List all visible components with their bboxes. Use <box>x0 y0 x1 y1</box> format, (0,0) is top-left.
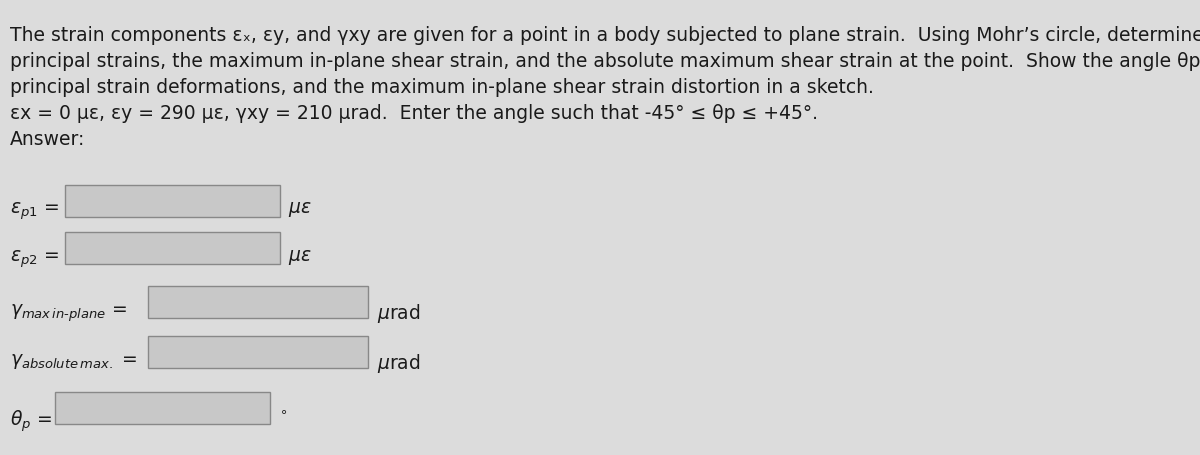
Text: $\gamma_{max\,in\text{-}plane}$ =: $\gamma_{max\,in\text{-}plane}$ = <box>10 302 127 324</box>
Text: $\mu$rad: $\mu$rad <box>377 302 420 325</box>
Text: $\varepsilon_{p1}$ =: $\varepsilon_{p1}$ = <box>10 200 59 222</box>
Text: $\mu$rad: $\mu$rad <box>377 352 420 375</box>
Bar <box>65 232 280 264</box>
Text: The strain components εₓ, εy, and γxy are given for a point in a body subjected : The strain components εₓ, εy, and γxy ar… <box>10 26 1200 45</box>
Text: $\theta_p$ =: $\theta_p$ = <box>10 408 52 434</box>
Text: $\mu\varepsilon$: $\mu\varepsilon$ <box>288 200 312 219</box>
Bar <box>148 336 368 368</box>
Text: $\gamma_{absolute\,max.}$ =: $\gamma_{absolute\,max.}$ = <box>10 352 137 371</box>
Text: Answer:: Answer: <box>10 130 85 149</box>
Text: $^\circ$: $^\circ$ <box>277 408 288 427</box>
Text: $\mu\varepsilon$: $\mu\varepsilon$ <box>288 248 312 267</box>
Text: principal strains, the maximum in-plane shear strain, and the absolute maximum s: principal strains, the maximum in-plane … <box>10 52 1200 71</box>
Text: εx = 0 με, εy = 290 με, γxy = 210 μrad.  Enter the angle such that -45° ≤ θp ≤ +: εx = 0 με, εy = 290 με, γxy = 210 μrad. … <box>10 104 818 123</box>
Bar <box>55 392 270 424</box>
Text: principal strain deformations, and the maximum in-plane shear strain distortion : principal strain deformations, and the m… <box>10 78 874 97</box>
Text: $\varepsilon_{p2}$ =: $\varepsilon_{p2}$ = <box>10 248 59 269</box>
Bar <box>65 185 280 217</box>
Bar <box>148 286 368 318</box>
